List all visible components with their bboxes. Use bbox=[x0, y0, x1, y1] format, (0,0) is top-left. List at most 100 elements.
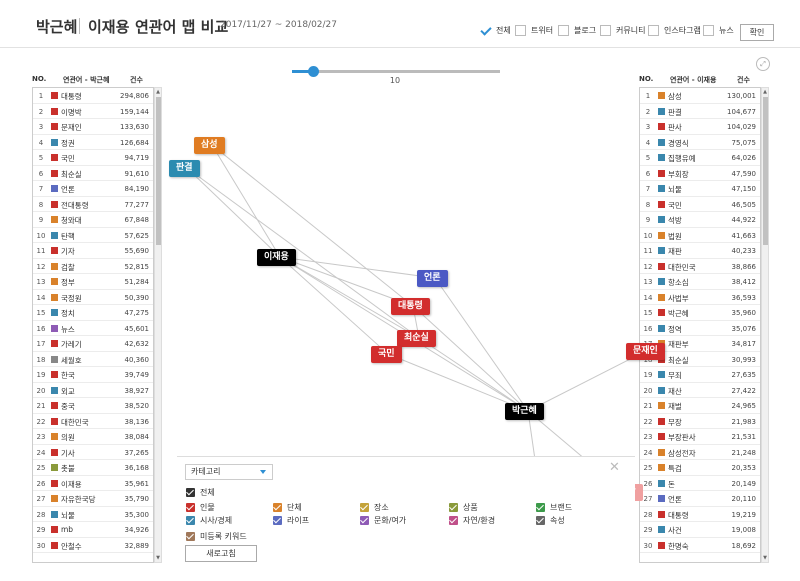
right-scrollbar[interactable]: ▲ ▼ bbox=[761, 87, 769, 563]
checkbox-icon[interactable] bbox=[515, 24, 526, 36]
checkbox-icon[interactable] bbox=[536, 503, 545, 512]
checkbox-icon[interactable] bbox=[273, 516, 282, 525]
table-row[interactable]: 12 대한민국 38,866 bbox=[640, 259, 760, 274]
category-option[interactable]: 인물 bbox=[186, 502, 215, 513]
scroll-thumb[interactable] bbox=[156, 97, 161, 245]
keyword-count-slider[interactable] bbox=[292, 66, 500, 77]
table-row[interactable]: 7 뇌물 47,150 bbox=[640, 181, 760, 197]
table-row[interactable]: 28 대통령 19,219 bbox=[640, 507, 760, 522]
table-row[interactable]: 3 문재인 133,630 bbox=[33, 119, 153, 135]
table-row[interactable]: 15 정치 47,275 bbox=[33, 305, 153, 321]
table-row[interactable]: 14 사법부 36,593 bbox=[640, 290, 760, 305]
table-row[interactable]: 26 이재용 35,961 bbox=[33, 476, 153, 491]
category-option[interactable]: 단체 bbox=[273, 502, 302, 513]
table-row[interactable]: 1 대통령 294,806 bbox=[33, 88, 153, 104]
table-row[interactable]: 22 대한민국 38,136 bbox=[33, 414, 153, 429]
checkbox-icon[interactable] bbox=[360, 503, 369, 512]
table-row[interactable]: 12 검찰 52,815 bbox=[33, 259, 153, 274]
table-row[interactable]: 5 국민 94,719 bbox=[33, 150, 153, 166]
checkbox-icon[interactable] bbox=[186, 488, 195, 497]
confirm-button[interactable]: 확인 bbox=[740, 24, 774, 41]
table-row[interactable]: 23 의원 38,084 bbox=[33, 429, 153, 445]
table-row[interactable]: 16 정역 35,076 bbox=[640, 321, 760, 336]
expand-icon[interactable]: ⤢ bbox=[756, 57, 770, 71]
checkbox-icon[interactable] bbox=[449, 516, 458, 525]
table-row[interactable]: 25 촛불 36,168 bbox=[33, 460, 153, 476]
category-option[interactable]: 브랜드 bbox=[536, 502, 572, 513]
table-row[interactable]: 7 언론 84,190 bbox=[33, 181, 153, 197]
table-row[interactable]: 28 뇌물 35,300 bbox=[33, 507, 153, 522]
scroll-thumb[interactable] bbox=[763, 97, 768, 245]
graph-node[interactable]: 대통령 bbox=[391, 298, 430, 315]
table-row[interactable]: 17 가레기 42,632 bbox=[33, 336, 153, 352]
table-row[interactable]: 29 사건 19,008 bbox=[640, 522, 760, 538]
table-row[interactable]: 24 삼성전자 21,248 bbox=[640, 445, 760, 460]
category-all[interactable]: 전체 bbox=[186, 487, 215, 498]
refresh-button[interactable]: 새로고침 bbox=[185, 545, 257, 562]
graph-node[interactable]: 최순실 bbox=[397, 330, 436, 347]
table-row[interactable]: 18 세월호 40,360 bbox=[33, 352, 153, 367]
right-keyword-list[interactable]: 1 삼성 130,001 2 판결 104,677 3 판사 104,029 4 경영식 75,075… bbox=[639, 87, 761, 563]
graph-node[interactable]: 국민 bbox=[371, 346, 402, 363]
table-row[interactable]: 13 항소심 38,412 bbox=[640, 274, 760, 290]
table-row[interactable]: 11 재판 40,233 bbox=[640, 243, 760, 259]
graph-node[interactable]: 이재용 bbox=[257, 249, 296, 266]
checkbox-icon[interactable] bbox=[273, 503, 282, 512]
table-row[interactable]: 15 박근혜 35,960 bbox=[640, 305, 760, 321]
table-row[interactable]: 25 특검 20,353 bbox=[640, 460, 760, 476]
table-row[interactable]: 10 탄핵 57,625 bbox=[33, 228, 153, 243]
graph-node[interactable]: 삼성 bbox=[194, 137, 225, 154]
slider-handle[interactable] bbox=[307, 66, 319, 77]
table-row[interactable]: 14 국정원 50,390 bbox=[33, 290, 153, 305]
graph-node[interactable]: 문재인 bbox=[626, 343, 665, 360]
table-row[interactable]: 30 안철수 32,889 bbox=[33, 538, 153, 553]
table-row[interactable]: 3 판사 104,029 bbox=[640, 119, 760, 135]
table-row[interactable]: 2 판결 104,677 bbox=[640, 104, 760, 119]
table-row[interactable]: 22 무장 21,983 bbox=[640, 414, 760, 429]
table-row[interactable]: 13 정부 51,284 bbox=[33, 274, 153, 290]
table-row[interactable]: 5 집행유예 64,026 bbox=[640, 150, 760, 166]
table-row[interactable]: 23 부장판사 21,531 bbox=[640, 429, 760, 445]
checkbox-icon[interactable] bbox=[648, 24, 659, 36]
table-row[interactable]: 30 한명숙 18,692 bbox=[640, 538, 760, 553]
checkbox-icon[interactable] bbox=[558, 24, 569, 36]
category-option[interactable]: 자연/환경 bbox=[449, 515, 495, 526]
checkbox-icon[interactable] bbox=[186, 503, 195, 512]
table-row[interactable]: 11 기자 55,690 bbox=[33, 243, 153, 259]
table-row[interactable]: 10 법원 41,663 bbox=[640, 228, 760, 243]
checkbox-icon[interactable] bbox=[360, 516, 369, 525]
filter-instagram[interactable]: 인스타그램 bbox=[648, 23, 701, 37]
table-row[interactable]: 16 뉴스 45,601 bbox=[33, 321, 153, 336]
category-option[interactable]: 라이프 bbox=[273, 515, 309, 526]
graph-node[interactable]: 판결 bbox=[169, 160, 200, 177]
category-option[interactable]: 상품 bbox=[449, 502, 478, 513]
category-unregistered[interactable]: 미등록 키워드 bbox=[186, 531, 247, 542]
table-row[interactable]: 20 재산 27,422 bbox=[640, 383, 760, 398]
table-row[interactable]: 6 부회장 47,590 bbox=[640, 166, 760, 181]
table-row[interactable]: 8 국민 46,505 bbox=[640, 197, 760, 212]
category-dropdown[interactable]: 카테고리 bbox=[185, 464, 273, 480]
table-row[interactable]: 21 재벌 24,965 bbox=[640, 398, 760, 414]
checkbox-icon[interactable] bbox=[703, 24, 714, 36]
table-row[interactable]: 26 돈 20,149 bbox=[640, 476, 760, 491]
table-row[interactable]: 24 기사 37,265 bbox=[33, 445, 153, 460]
checkbox-icon[interactable] bbox=[186, 532, 195, 541]
checkbox-icon[interactable] bbox=[186, 516, 195, 525]
filter-news[interactable]: 뉴스 bbox=[703, 23, 734, 37]
left-scrollbar[interactable]: ▲ ▼ bbox=[154, 87, 162, 563]
table-row[interactable]: 21 중국 38,520 bbox=[33, 398, 153, 414]
table-row[interactable]: 4 경영식 75,075 bbox=[640, 135, 760, 150]
filter-all[interactable]: 전체 bbox=[480, 23, 511, 37]
checkbox-icon[interactable] bbox=[536, 516, 545, 525]
table-row[interactable]: 29 mb 34,926 bbox=[33, 522, 153, 538]
checkbox-icon[interactable] bbox=[480, 24, 491, 36]
table-row[interactable]: 8 전대통령 77,277 bbox=[33, 197, 153, 212]
filter-blog[interactable]: 블로그 bbox=[558, 23, 596, 37]
filter-twitter[interactable]: 트위터 bbox=[515, 23, 553, 37]
category-option[interactable]: 문화/여가 bbox=[360, 515, 406, 526]
table-row[interactable]: 27 언론 20,110 bbox=[640, 491, 760, 507]
graph-node[interactable]: 언론 bbox=[417, 270, 448, 287]
table-row[interactable]: 19 한국 39,749 bbox=[33, 367, 153, 383]
table-row[interactable]: 9 석방 44,922 bbox=[640, 212, 760, 228]
checkbox-icon[interactable] bbox=[600, 24, 611, 36]
